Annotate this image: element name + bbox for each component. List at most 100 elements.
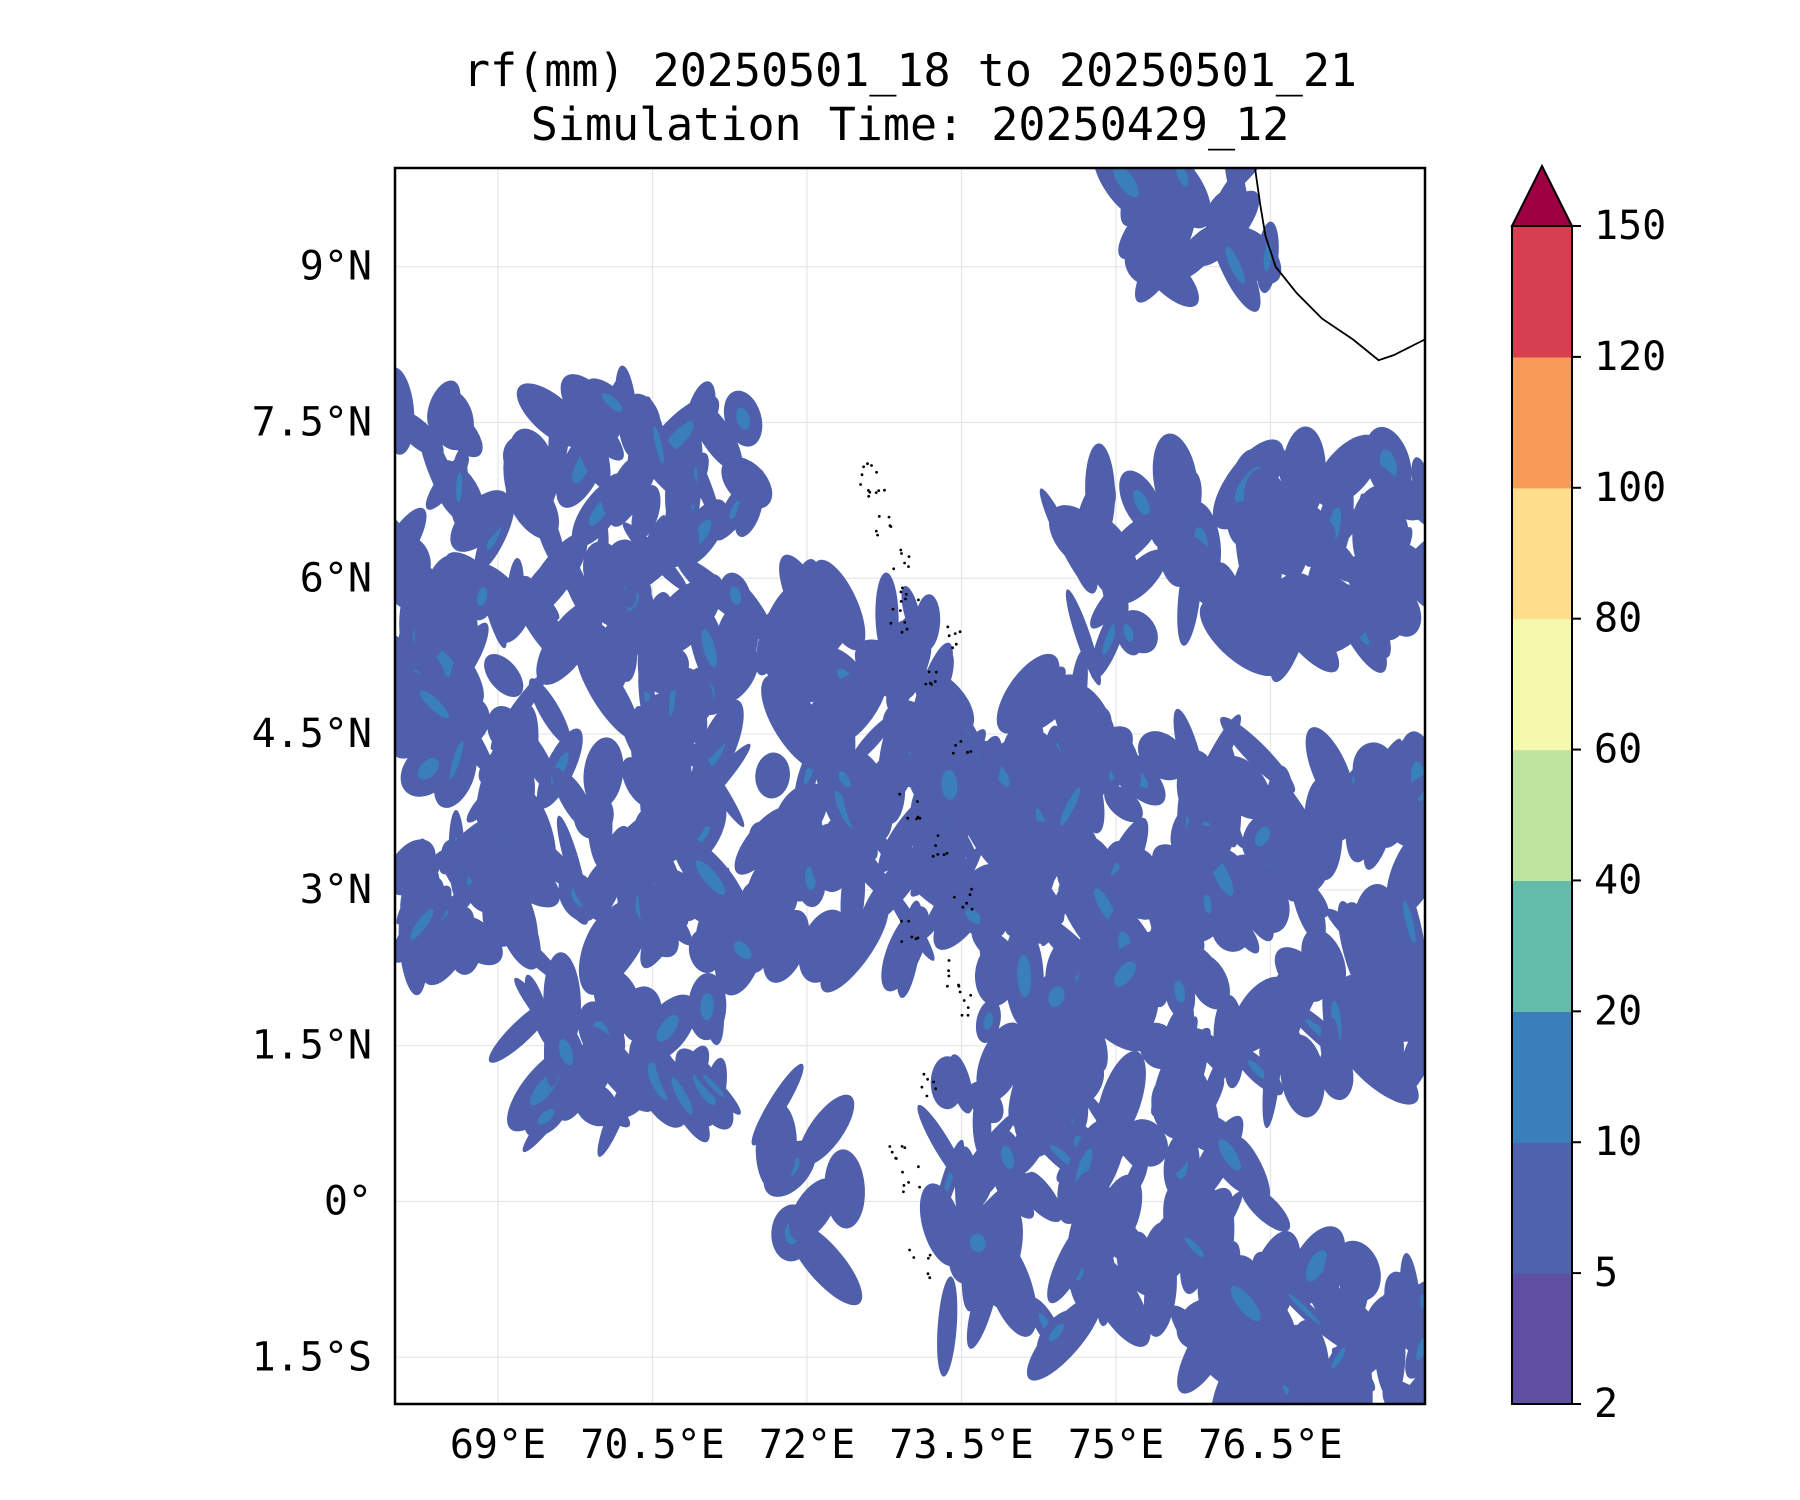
rain-cell	[510, 571, 560, 620]
atoll-dot	[960, 1013, 964, 1017]
axis-tick-labels: 69°E 70.5°E 72°E 73.5°E 75°E 76.5°E 9°N 7.5°N 6°…	[252, 244, 1343, 1468]
rain-cell	[504, 784, 557, 883]
rain-cell	[621, 757, 657, 808]
rain-cell-core	[941, 770, 958, 800]
rain-cell	[1340, 902, 1376, 976]
colorbar-segment	[1512, 356, 1572, 489]
rain-cell	[585, 855, 619, 893]
atoll-dot	[867, 494, 871, 498]
atoll-dot	[936, 834, 940, 837]
atoll-dot	[966, 1013, 970, 1017]
rain-cell-core	[1094, 888, 1116, 923]
rain-cell	[582, 541, 626, 604]
rain-cell	[466, 782, 503, 823]
atoll-dot	[957, 983, 960, 987]
atoll-dot	[918, 816, 922, 820]
atoll-dot	[890, 1150, 894, 1154]
rain-cell-core	[1225, 246, 1245, 284]
atoll-dot	[862, 465, 865, 469]
rain-cell	[881, 906, 930, 992]
atoll-dot	[932, 1080, 935, 1084]
rain-cell	[1411, 457, 1425, 508]
rain-cell-core	[1247, 1060, 1268, 1081]
rain-cell	[784, 577, 830, 649]
rain-cell	[1210, 1356, 1244, 1404]
atoll-dot	[958, 630, 962, 634]
rain-cell	[1352, 742, 1398, 799]
atoll-dot	[927, 1256, 930, 1260]
rain-cell	[1280, 1034, 1325, 1118]
rain-cell-core	[653, 426, 664, 464]
rain-cell	[505, 470, 560, 540]
rain-cell	[1327, 597, 1370, 638]
rain-cell	[582, 1025, 655, 1112]
rain-cell	[1071, 1170, 1119, 1265]
rain-cell	[755, 1102, 797, 1191]
rain-cell-core	[733, 941, 752, 960]
atoll-dot	[870, 464, 873, 467]
rain-cell	[484, 654, 524, 697]
atoll-dot	[917, 598, 920, 602]
atoll-dot	[892, 567, 896, 571]
rain-cell	[601, 473, 633, 519]
atoll-dot	[945, 851, 949, 855]
rain-cell	[1029, 730, 1073, 802]
atoll-dot	[915, 817, 919, 821]
rain-cell	[1164, 1049, 1220, 1151]
rain-cell	[767, 805, 809, 904]
rain-cell	[1162, 1002, 1195, 1061]
atoll-dot	[903, 1146, 907, 1149]
rain-cell	[439, 815, 502, 875]
atoll-dot	[927, 670, 931, 674]
colorbar-segment	[1512, 1011, 1572, 1143]
rain-cell	[973, 788, 1009, 857]
map-frame	[393, 166, 1427, 1406]
rain-cell	[395, 409, 444, 458]
rain-cell	[1224, 1041, 1244, 1089]
atoll-dot	[867, 489, 870, 492]
rain-cell	[631, 485, 661, 540]
lon-tick-label: 72°E	[759, 1422, 855, 1468]
rain-cell-core	[838, 771, 851, 788]
rain-cell	[505, 704, 539, 803]
atoll-dot	[907, 555, 911, 558]
rain-cell-core	[1114, 961, 1136, 987]
rain-cell	[400, 854, 432, 917]
rain-cell-core	[695, 860, 726, 895]
atoll-dot	[914, 937, 918, 941]
rain-cell	[979, 900, 997, 973]
atoll-dot	[946, 984, 949, 988]
lon-tick-label: 73.5°E	[889, 1422, 1034, 1468]
rain-cell	[1276, 468, 1313, 581]
rain-cell	[1199, 599, 1283, 677]
rainfall-contour-layer	[395, 168, 1425, 1404]
atoll-dot	[877, 515, 881, 518]
atoll-dot	[910, 935, 914, 939]
rain-cell	[1065, 1056, 1089, 1131]
rain-cell	[1085, 443, 1116, 540]
atoll-dot	[951, 751, 955, 755]
rain-cell	[967, 735, 1003, 816]
rain-cell	[478, 747, 515, 785]
rain-cell	[842, 780, 878, 860]
rain-cell-core	[1331, 1347, 1346, 1369]
lat-tick-label: 3°N	[300, 867, 372, 913]
rain-cell	[976, 1022, 1026, 1103]
rain-cell	[687, 712, 739, 767]
rain-cell	[828, 820, 897, 903]
lat-tick-label: 9°N	[300, 244, 372, 290]
atoll-dot	[866, 462, 869, 466]
lat-tick-label: 7.5°N	[252, 399, 372, 445]
rain-cell-core	[671, 1077, 693, 1115]
rain-cell	[1069, 650, 1088, 731]
atoll-dot	[918, 1185, 921, 1189]
atoll-dot	[908, 1248, 911, 1252]
colorbar-segment	[1512, 880, 1572, 1012]
atoll-dot	[891, 607, 895, 611]
rain-cell	[813, 674, 866, 753]
rain-cell-core	[537, 1109, 555, 1125]
rain-cell	[688, 929, 722, 973]
atoll-dot	[899, 590, 903, 594]
rain-cell-core	[1230, 1285, 1261, 1322]
